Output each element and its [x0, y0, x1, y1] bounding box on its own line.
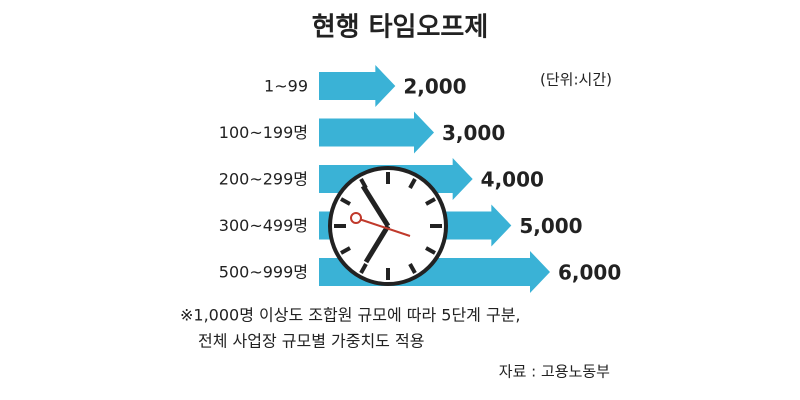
arrow-bar — [318, 111, 434, 154]
value-label: 5,000 — [519, 214, 582, 238]
arrow-bar — [318, 65, 396, 107]
clock — [328, 166, 448, 286]
chart-title: 현행 타임오프제 — [312, 13, 489, 43]
category-label: 500~999명 — [219, 263, 308, 282]
value-label: 4,000 — [481, 168, 544, 192]
category-label: 1~99 — [264, 77, 308, 96]
note: ※1,000명 이상도 조합원 규모에 따라 5단계 구분, — [180, 306, 521, 325]
unit-label: (단위:시간) — [540, 71, 612, 89]
value-label: 3,000 — [442, 121, 505, 145]
category-label: 200~299명 — [219, 170, 308, 189]
source: 자료 : 고용노동부 — [499, 363, 610, 381]
category-label: 100~199명 — [219, 123, 308, 142]
note: 전체 사업장 규모별 가중치도 적용 — [198, 332, 424, 351]
value-label: 2,000 — [403, 75, 466, 99]
category-label: 300~499명 — [219, 216, 308, 235]
value-label: 6,000 — [558, 261, 621, 285]
